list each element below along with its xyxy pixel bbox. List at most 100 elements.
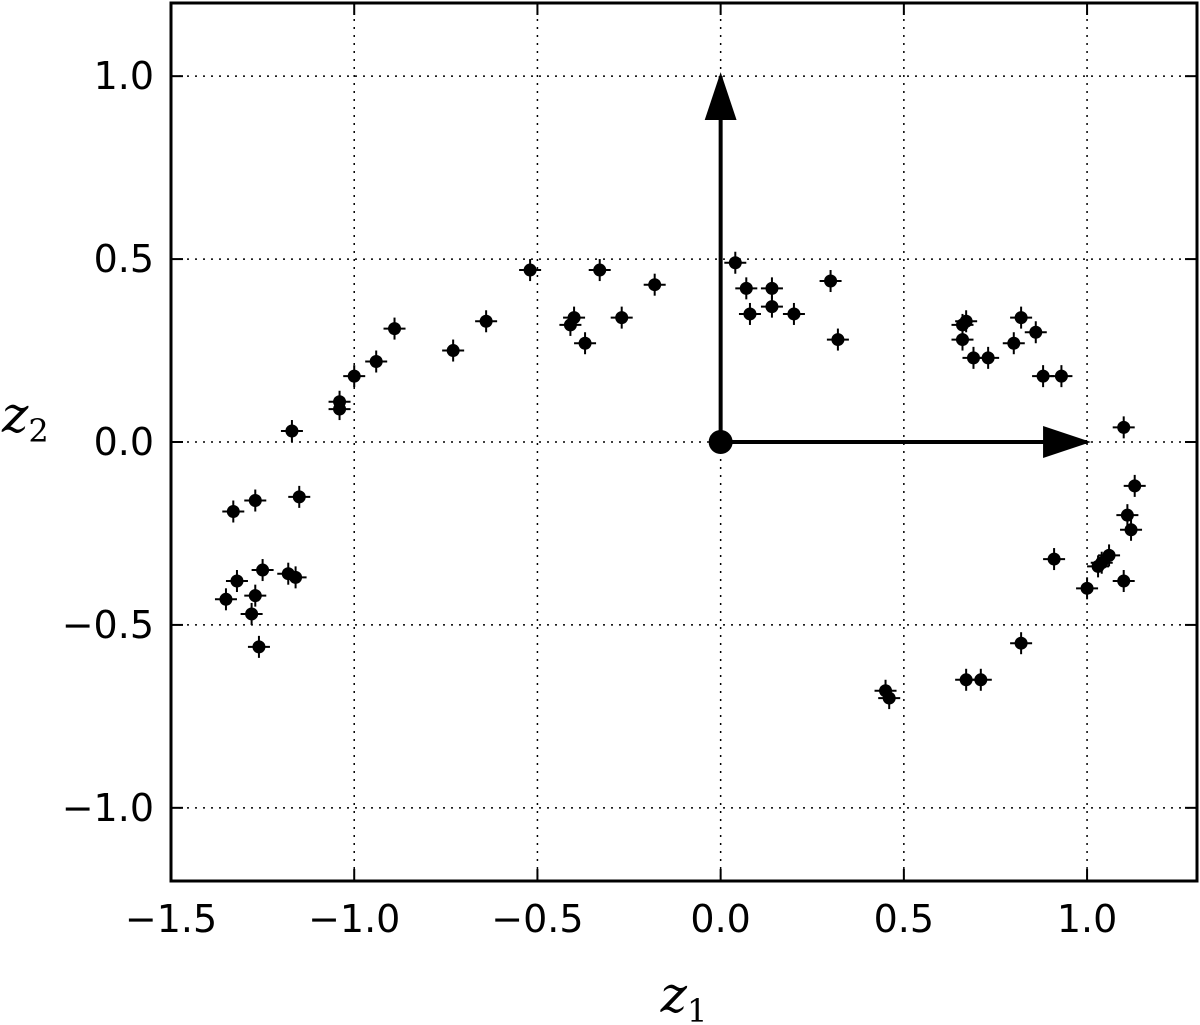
data-point: [782, 302, 805, 325]
data-point: [1010, 632, 1033, 655]
data-point: [244, 489, 267, 512]
data-point-marker: [256, 563, 270, 577]
data-point: [1010, 306, 1033, 329]
data-point: [1112, 570, 1135, 593]
data-point: [365, 350, 388, 373]
data-point: [280, 420, 303, 443]
data-point-marker: [578, 336, 592, 350]
data-point-marker: [446, 344, 460, 358]
origin-point: [708, 430, 733, 454]
y-tick-label: −0.5: [62, 603, 154, 647]
data-point-marker: [347, 369, 361, 383]
data-point-marker: [824, 274, 838, 288]
data-point: [760, 277, 783, 300]
x-tick-label: −1.5: [125, 897, 217, 941]
data-point: [222, 500, 245, 523]
data-point: [1076, 577, 1099, 600]
data-point-marker: [230, 574, 244, 588]
data-point-marker: [1007, 336, 1021, 350]
data-points: [214, 251, 1146, 710]
data-point-marker: [882, 691, 896, 705]
data-point-marker: [615, 311, 629, 325]
data-point: [240, 602, 263, 625]
data-point-marker: [765, 281, 779, 295]
x-tick-label: 1.0: [1057, 897, 1117, 941]
x-axis-label-base: z: [660, 966, 688, 1024]
data-point: [969, 668, 992, 691]
data-point-marker: [1047, 552, 1061, 566]
data-point-marker: [974, 673, 988, 687]
data-point: [1050, 365, 1073, 388]
data-point-marker: [765, 300, 779, 314]
data-point: [247, 635, 270, 658]
data-point-marker: [1117, 420, 1131, 434]
x-axis-label: z1: [660, 966, 708, 1025]
data-point: [244, 584, 267, 607]
grid-lines: [170, 3, 1197, 881]
data-point: [878, 687, 901, 710]
data-point-marker: [959, 673, 973, 687]
data-point-marker: [369, 355, 383, 369]
data-point: [588, 259, 611, 282]
data-point: [563, 306, 586, 329]
data-point-marker: [285, 424, 299, 438]
data-point-marker: [248, 494, 262, 508]
data-point: [251, 559, 274, 582]
x-tick-label: 0.0: [690, 897, 750, 941]
data-point-marker: [728, 256, 742, 270]
data-point-marker: [523, 263, 537, 277]
data-point: [1123, 474, 1146, 497]
data-point-marker: [787, 307, 801, 321]
data-point: [819, 270, 842, 293]
data-point: [214, 588, 237, 611]
y-tick-label: 1.0: [94, 54, 154, 98]
x-axis-label-sub: 1: [687, 992, 707, 1025]
data-point: [955, 310, 978, 333]
y-axis-label-sub: 2: [28, 412, 48, 450]
data-point: [826, 328, 849, 351]
data-point: [288, 485, 311, 508]
x-tick-label: −0.5: [491, 897, 583, 941]
tick-marks: [170, 3, 1197, 881]
data-point-marker: [955, 333, 969, 347]
data-point-marker: [289, 570, 303, 584]
data-point-marker: [292, 490, 306, 504]
y-tick-label: −1.0: [62, 786, 154, 830]
data-point: [284, 566, 307, 589]
data-point: [225, 570, 248, 593]
data-point: [977, 346, 1000, 369]
data-point: [383, 317, 406, 340]
data-point: [1002, 332, 1025, 355]
x-tick-label: 0.5: [874, 897, 934, 941]
y-tick-label: 0.5: [94, 237, 154, 281]
data-point: [738, 302, 761, 325]
data-point-marker: [1036, 369, 1050, 383]
x-tick-labels: −1.5 −1.0 −0.5 0.0 0.5 1.0: [125, 897, 1117, 941]
data-point-marker: [479, 314, 493, 328]
data-point: [735, 277, 758, 300]
data-point: [643, 273, 666, 296]
data-point-marker: [966, 351, 980, 365]
data-point-marker: [252, 640, 266, 654]
data-point-marker: [219, 592, 233, 606]
data-point-marker: [1091, 559, 1105, 573]
data-point-marker: [739, 281, 753, 295]
data-point-marker: [388, 322, 402, 336]
x-tick-label: −1.0: [308, 897, 400, 941]
data-point-marker: [1124, 523, 1138, 537]
plot-frame: [169, 1, 1199, 883]
data-point-marker: [1054, 369, 1068, 383]
data-point-marker: [245, 607, 259, 621]
data-point-marker: [1080, 581, 1094, 595]
data-point-marker: [1014, 636, 1028, 650]
data-point: [343, 365, 366, 388]
data-point: [519, 259, 542, 282]
y-tick-labels: −1.0 −0.5 0.0 0.5 1.0: [62, 54, 154, 830]
data-point-marker: [1014, 311, 1028, 325]
data-point: [1024, 321, 1047, 344]
data-point-marker: [333, 402, 347, 416]
data-point-marker: [593, 263, 607, 277]
data-point-marker: [1029, 325, 1043, 339]
data-point: [574, 332, 597, 355]
